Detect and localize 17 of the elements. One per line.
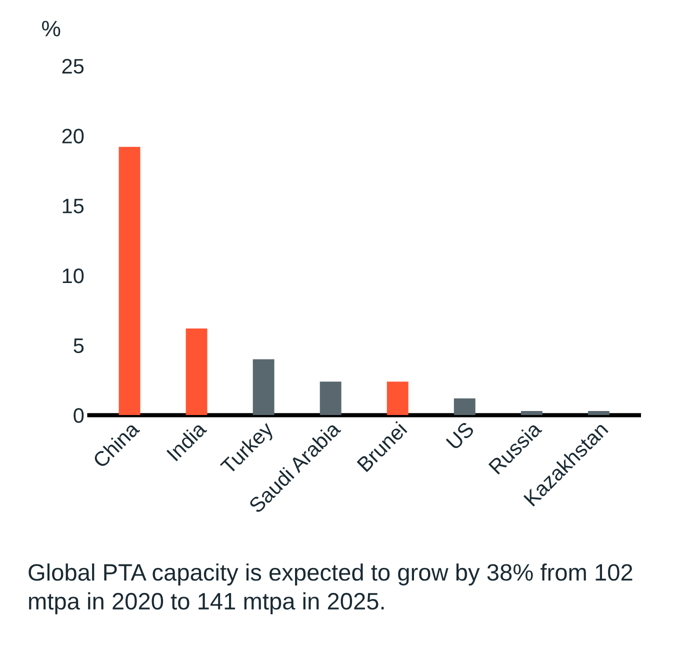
y-tick-label: 0	[74, 408, 84, 423]
bar	[588, 410, 610, 416]
bar	[186, 328, 208, 416]
bar	[454, 398, 476, 416]
y-tick-label: 20	[62, 128, 84, 144]
y-tick-label: 25	[62, 58, 84, 74]
y-tick-label: 10	[62, 268, 84, 284]
y-tick-label: 5	[74, 338, 84, 354]
x-tick-label: US	[446, 421, 475, 450]
bar	[320, 382, 342, 416]
bar	[520, 410, 542, 416]
bar	[386, 382, 408, 416]
bar	[252, 359, 274, 416]
bar	[118, 146, 140, 416]
y-axis-title: %	[42, 20, 60, 36]
y-tick-label: 15	[62, 198, 84, 214]
text: Global PTA capacity is expected to grow by 38% from 102 mtpa in 2020 to 141 mtpa in 2025.	[28, 563, 632, 614]
